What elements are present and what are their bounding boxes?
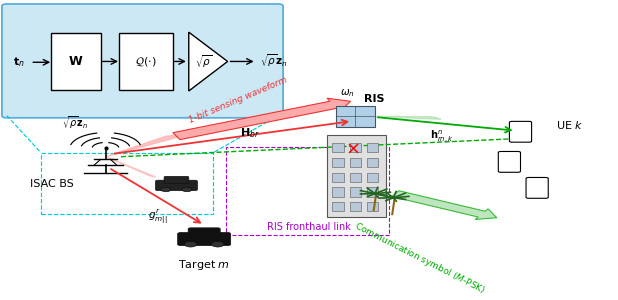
Bar (350, 202, 361, 212)
Text: $\mathbf{h}^{n}_{rn,k}$: $\mathbf{h}^{n}_{rn,k}$ (430, 128, 454, 145)
Bar (332, 158, 344, 167)
Bar (350, 172, 361, 182)
Circle shape (184, 242, 197, 247)
Bar (41, 153, 213, 214)
Text: $\mathcal{Q}(\cdot)$: $\mathcal{Q}(\cdot)$ (135, 55, 157, 68)
FancyBboxPatch shape (164, 176, 188, 184)
Text: Target $m$: Target $m$ (178, 258, 231, 272)
Text: RIS: RIS (365, 94, 385, 104)
Text: $g^{r}_{m||}$: $g^{r}_{m||}$ (148, 206, 167, 224)
Bar (367, 143, 378, 152)
Text: $\mathbf{t}_{n}$: $\mathbf{t}_{n}$ (13, 56, 25, 69)
Polygon shape (188, 32, 227, 91)
Bar (350, 187, 361, 196)
Bar (332, 172, 344, 182)
Bar (328, 135, 386, 217)
Circle shape (161, 187, 171, 192)
Bar (332, 187, 344, 196)
Polygon shape (106, 136, 180, 157)
Text: $\omega_n$: $\omega_n$ (340, 87, 355, 99)
FancyBboxPatch shape (156, 180, 197, 190)
Text: $\sqrt{\rho}\mathbf{z}_{n}$: $\sqrt{\rho}\mathbf{z}_{n}$ (62, 114, 88, 131)
FancyArrow shape (392, 191, 497, 220)
FancyBboxPatch shape (509, 122, 531, 142)
Bar (367, 187, 378, 196)
Bar (336, 106, 375, 127)
FancyArrow shape (173, 98, 350, 140)
Bar (367, 202, 378, 212)
FancyBboxPatch shape (51, 33, 101, 91)
FancyBboxPatch shape (188, 228, 220, 238)
FancyBboxPatch shape (498, 152, 520, 172)
FancyBboxPatch shape (119, 33, 173, 91)
Text: $\sqrt{\rho}\mathbf{z}_{n}$: $\sqrt{\rho}\mathbf{z}_{n}$ (260, 52, 287, 69)
Bar (350, 158, 361, 167)
Bar (367, 172, 378, 182)
Circle shape (211, 242, 224, 247)
Text: $\mathbf{H}_{br}$: $\mathbf{H}_{br}$ (240, 127, 260, 140)
Text: $\times$: $\times$ (345, 140, 360, 158)
Bar (350, 143, 361, 152)
FancyBboxPatch shape (526, 178, 548, 198)
Circle shape (182, 187, 192, 192)
Text: UE $k$: UE $k$ (556, 119, 583, 131)
Bar (226, 147, 389, 235)
FancyBboxPatch shape (2, 4, 283, 118)
Bar (332, 202, 344, 212)
Polygon shape (375, 116, 441, 119)
Text: ISAC BS: ISAC BS (30, 179, 74, 189)
Bar (332, 143, 344, 152)
Text: $\sqrt{\rho}$: $\sqrt{\rho}$ (195, 53, 213, 70)
Text: RIS fronthaul link: RIS fronthaul link (267, 222, 351, 232)
Text: $\mathbf{W}$: $\mathbf{W}$ (68, 55, 83, 68)
Bar (367, 158, 378, 167)
FancyBboxPatch shape (177, 232, 231, 246)
Polygon shape (106, 157, 155, 177)
Text: 1-bit sensing waveform: 1-bit sensing waveform (187, 76, 289, 125)
Text: Communication symbol ($M$-PSK): Communication symbol ($M$-PSK) (352, 219, 488, 297)
